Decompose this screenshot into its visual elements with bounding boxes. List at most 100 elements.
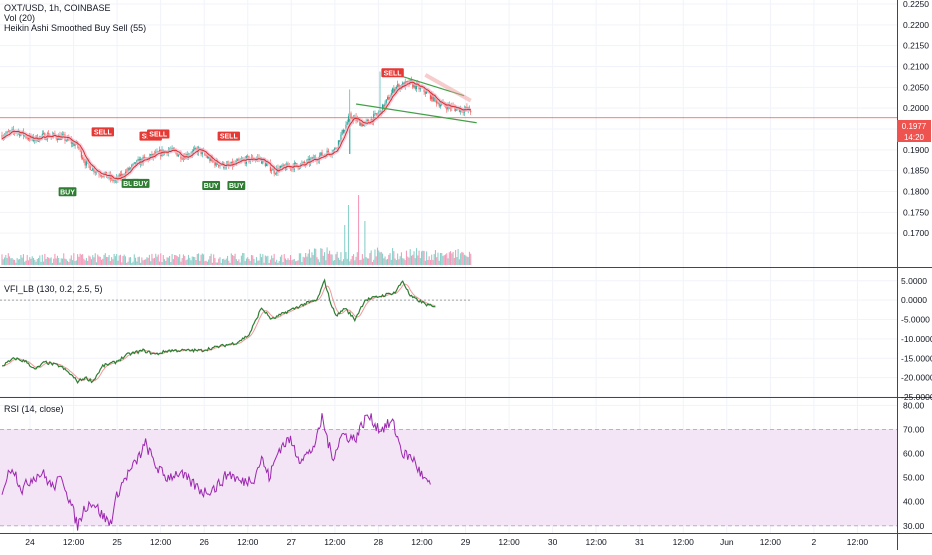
candle-body xyxy=(100,175,103,177)
volume-bar xyxy=(379,252,381,265)
volume-bar xyxy=(400,252,402,265)
volume-bar xyxy=(89,256,91,265)
volume-bar xyxy=(344,225,346,265)
volume-bar xyxy=(308,249,310,265)
volume-bar xyxy=(278,260,280,265)
heikin-ashi-legend[interactable]: Heikin Ashi Smoothed Buy Sell (55) xyxy=(4,23,146,33)
volume-bar xyxy=(36,258,38,265)
rsi-band-layer xyxy=(0,299,897,527)
candle-body xyxy=(158,150,161,153)
price-axis-label: 0.1750 xyxy=(903,207,929,217)
volume-bar xyxy=(219,257,221,265)
buy-signal-badge xyxy=(131,178,150,188)
volume-bar xyxy=(54,253,56,265)
volume-bar xyxy=(398,259,400,265)
volume-bar xyxy=(423,250,425,265)
volume-bar xyxy=(374,249,376,265)
candle-body xyxy=(65,140,67,141)
volume-bar xyxy=(49,258,51,265)
candle-body xyxy=(415,83,418,90)
volume-bar xyxy=(158,261,161,265)
volume-bar xyxy=(390,259,392,265)
volume-bar xyxy=(129,257,132,265)
time-axis-label: 31 xyxy=(635,537,645,547)
volume-bar xyxy=(82,254,84,265)
candle-body xyxy=(384,102,386,109)
sell-signal-badge xyxy=(381,68,404,78)
volume-bar xyxy=(41,254,43,265)
candle-body xyxy=(432,93,434,102)
volume-bar xyxy=(68,261,70,265)
volume-bar xyxy=(230,253,232,265)
volume-bar xyxy=(135,257,137,265)
volume-bar xyxy=(113,253,115,265)
volume-bar xyxy=(283,254,285,265)
volume-bar xyxy=(318,262,321,265)
candle-body xyxy=(201,150,203,155)
candle-body xyxy=(247,156,249,158)
rsi-legend[interactable]: RSI (14, close) xyxy=(4,404,64,414)
volume-bar xyxy=(39,255,41,265)
volume-bar xyxy=(355,256,357,265)
candle-body xyxy=(273,168,275,174)
volume-legend[interactable]: Vol (20) xyxy=(4,13,35,23)
volume-bar xyxy=(431,254,433,265)
candle-body xyxy=(311,157,313,160)
candle-body xyxy=(63,134,65,136)
volume-bar xyxy=(58,258,60,265)
volume-bar xyxy=(56,255,58,265)
volume-bar xyxy=(74,260,76,265)
volume-bar xyxy=(389,253,391,265)
volume-bar xyxy=(295,261,297,265)
volume-bar xyxy=(51,262,53,265)
candle-body xyxy=(73,141,75,146)
candle-body xyxy=(127,167,129,173)
volume-bar xyxy=(143,259,145,265)
volume-bar xyxy=(349,261,351,265)
volume-bar xyxy=(119,254,121,265)
volume-bar xyxy=(269,259,271,265)
volume-bar xyxy=(238,259,240,265)
price-axis-label: 0.1800 xyxy=(903,187,929,197)
volume-bar xyxy=(421,251,423,265)
volume-bar xyxy=(316,257,318,265)
volume-bar xyxy=(414,258,416,265)
rsi-axis-label: 50.00 xyxy=(903,473,925,483)
volume-bar xyxy=(274,261,276,265)
last-price-value: 0.1977 xyxy=(902,122,927,131)
volume-bar xyxy=(22,254,24,265)
volume-bar xyxy=(136,261,138,265)
volume-bar xyxy=(20,255,22,265)
volume-bar xyxy=(292,259,294,265)
symbol-legend[interactable]: OXT/USD, 1h, COINBASE xyxy=(4,3,111,13)
last-price-box xyxy=(897,120,931,131)
volume-bar xyxy=(384,256,386,265)
volume-bar xyxy=(239,262,241,265)
volume-bar xyxy=(216,262,219,265)
candle-body xyxy=(347,116,350,122)
volume-bar xyxy=(45,258,47,265)
price-axis[interactable]: 0.2250 0.2200 0.2150 0.2100 0.2050 0.2000 0.19… xyxy=(901,0,932,531)
volume-bar xyxy=(303,257,305,265)
volume-bar xyxy=(232,255,234,265)
volume-bar xyxy=(138,256,140,265)
candle-body xyxy=(437,102,439,104)
volume-bar xyxy=(300,253,302,265)
candle-body xyxy=(237,159,239,162)
candle-body xyxy=(208,156,210,158)
candle-body xyxy=(78,146,80,149)
price-axis-label: 0.2250 xyxy=(903,0,929,9)
volume-bar xyxy=(235,259,237,265)
volume-bar xyxy=(327,253,329,265)
volume-bar xyxy=(250,255,253,265)
volume-bar xyxy=(122,256,124,265)
candle-body xyxy=(6,131,8,134)
candle-body xyxy=(26,137,28,139)
time-axis[interactable]: 24 12:00 25 12:00 26 12:00 27 12:00 28 12:00 29 12:… xyxy=(25,537,868,547)
vfi-legend[interactable]: VFI_LB (130, 0.2, 2.5, 5) xyxy=(4,284,103,294)
volume-bar xyxy=(410,255,413,265)
volume-bar xyxy=(189,257,191,265)
volume-bar xyxy=(3,257,6,265)
